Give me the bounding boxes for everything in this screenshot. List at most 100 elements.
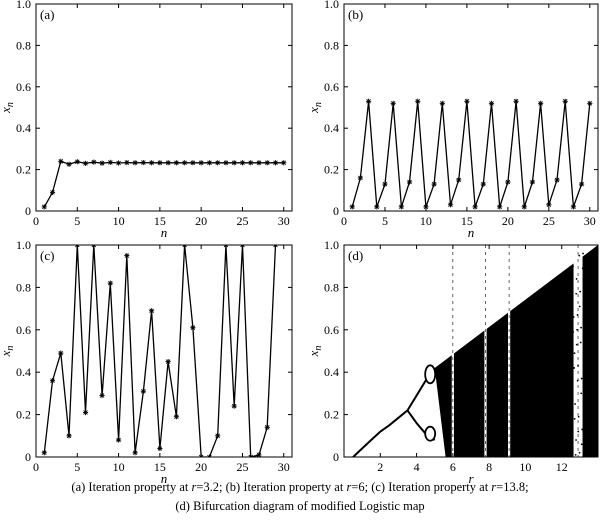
x-tick-label-a-6: 30 (278, 214, 290, 228)
y-tick-label-d-4: 0.8 (324, 280, 339, 294)
point-a-9 (107, 159, 113, 165)
point-c-6 (82, 409, 89, 416)
point-c-11 (124, 253, 130, 259)
point-c-9 (107, 280, 113, 286)
point-a-4 (66, 161, 72, 167)
point-b-25 (546, 202, 552, 208)
y-tick-label-b-0: 0 (333, 204, 339, 218)
point-a-28 (264, 160, 270, 166)
x-tick-label-d-1: 4 (414, 460, 420, 474)
point-a-3 (58, 158, 64, 164)
period-4-loop-lower (424, 425, 437, 442)
point-a-15 (157, 160, 163, 166)
x-tick-label-a-0: 0 (33, 214, 39, 228)
x-tick-label-a-4: 20 (195, 214, 207, 228)
point-c-28 (264, 424, 270, 430)
point-a-18 (182, 160, 188, 166)
point-b-28 (570, 204, 577, 210)
scatter-dot-24 (577, 415, 580, 418)
scatter-dot-5 (577, 430, 580, 433)
point-a-16 (165, 160, 171, 166)
point-a-23 (223, 160, 229, 166)
chaotic-region (434, 245, 598, 457)
scatter-dot-23 (572, 316, 575, 318)
scatter-dot-16 (578, 254, 581, 257)
point-c-12 (132, 450, 138, 456)
point-a-24 (231, 160, 237, 166)
panel-b: 0 5 10 15 20 25 30 0 0.2 0.4 0.6 0.8 1.0 (b) n xn (306, 0, 599, 240)
x-tick-label-b-1: 5 (382, 214, 388, 228)
scatter-dot-27 (579, 290, 582, 293)
x-tick-label-d-2: 6 (450, 460, 456, 474)
panel-c: 0 5 10 15 20 25 30 0 0.2 0.4 0.6 0.8 1.0 (c) n xn (0, 238, 293, 486)
y-axis-label-d: xn (306, 346, 324, 358)
y-axis-label-a: xn (0, 102, 16, 114)
point-a-6 (82, 160, 89, 166)
scatter-dot-13 (576, 379, 579, 382)
panel-label-c: (c) (40, 248, 54, 263)
caption-line-1: (a) Iteration property at r=3.2; (b) Ite… (0, 480, 600, 495)
scatter-dot-31 (572, 265, 574, 268)
point-a-1 (41, 204, 47, 210)
scatter-dot-25 (582, 303, 585, 306)
scatter-dot-8 (578, 305, 581, 308)
scatter-dot-39 (571, 426, 574, 429)
point-c-13 (140, 388, 146, 394)
point-c-23 (223, 245, 229, 248)
point-a-17 (173, 160, 179, 166)
point-c-15 (157, 445, 163, 452)
point-a-19 (190, 160, 196, 166)
point-b-30 (587, 100, 593, 106)
caption-line-2: (d) Bifurcation diagram of modified Logi… (175, 499, 425, 513)
point-a-20 (198, 160, 204, 166)
point-c-2 (49, 378, 56, 384)
scatter-dot-35 (578, 451, 581, 454)
axes-frame-b (343, 3, 599, 212)
point-b-1 (349, 204, 355, 210)
point-b-16 (472, 204, 478, 210)
point-a-12 (132, 160, 138, 166)
point-a-14 (149, 160, 155, 166)
series-c (41, 245, 279, 457)
scatter-dot-19 (579, 341, 582, 344)
y-tick-label-c-1: 0.2 (16, 408, 31, 422)
fixed-point-branch (352, 409, 409, 457)
point-b-21 (513, 98, 519, 104)
y-tick-label-a-2: 0.4 (16, 121, 31, 135)
y-tick-label-b-3: 0.6 (324, 80, 339, 94)
point-b-6 (390, 100, 396, 106)
y-tick-label-b-1: 0.2 (324, 163, 339, 177)
scatter-dot-30 (580, 377, 583, 380)
point-c-24 (231, 403, 237, 409)
point-a-13 (140, 159, 146, 166)
series-line-b (351, 101, 591, 208)
point-a-2 (49, 189, 56, 195)
caption-r-3: r (491, 480, 497, 494)
period-4-loop-upper (424, 364, 437, 385)
point-c-20 (198, 454, 204, 457)
y-tick-label-a-0: 0 (25, 204, 31, 218)
scatter-dot-14 (581, 267, 584, 270)
y-tick-label-b-5: 1.0 (324, 0, 339, 11)
point-b-26 (554, 177, 560, 183)
y-tick-label-d-1: 0.2 (324, 408, 339, 422)
series-line-a (43, 160, 284, 208)
point-a-25 (239, 160, 246, 166)
point-b-24 (538, 100, 544, 106)
point-a-5 (74, 159, 80, 165)
scatter-dot-22 (581, 428, 584, 431)
x-tick-label-b-5: 25 (543, 214, 555, 228)
axes-frame-c (35, 244, 293, 458)
x-axis-label-d: r (468, 471, 474, 486)
x-tick-label-b-3: 15 (461, 214, 473, 228)
point-b-3 (365, 98, 372, 104)
y-tick-label-a-5: 1.0 (16, 0, 31, 11)
x-axis-label-c: n (161, 471, 168, 486)
point-c-27 (256, 452, 262, 457)
scatter-dot-28 (584, 390, 587, 393)
point-a-11 (124, 159, 130, 166)
caption-text-4: =13.8; (496, 480, 529, 494)
scatter-dot-10 (575, 292, 578, 295)
scatter-dot-32 (577, 364, 579, 367)
point-b-14 (456, 177, 462, 183)
